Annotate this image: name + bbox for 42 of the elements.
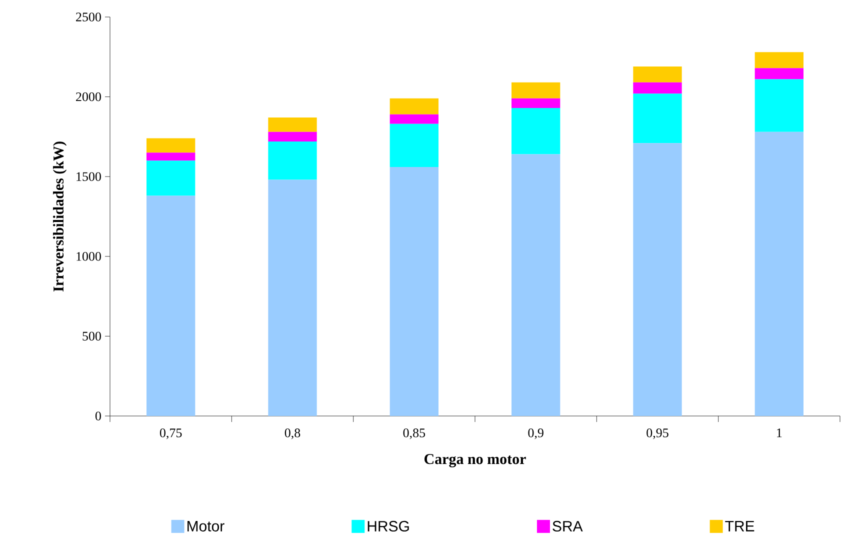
bar [512,108,560,154]
bar [390,98,438,114]
bar [146,160,196,196]
x-axis-title: Carga no motor [424,454,526,468]
legend-label: SRA [552,520,583,532]
bar [512,82,560,98]
bar [754,68,804,80]
y-tick-label: 0 [95,412,101,420]
bar [512,154,560,416]
bar [754,79,804,132]
bar [633,94,682,144]
bar [754,132,804,416]
bar [633,66,682,82]
bar [390,114,438,124]
bar [512,98,560,108]
y-tick-label: 500 [82,332,101,341]
x-tick-label: 0,9 [528,428,544,440]
bar [268,132,317,142]
bar [390,167,438,416]
x-tick-label: 0,85 [403,428,426,440]
bar [146,196,196,416]
y-tick-label: 1500 [76,172,101,181]
legend-label: HRSG [368,520,409,532]
bar [390,124,438,168]
y-axis-title: Irreversibilidades (kW) [53,142,67,292]
legend-label: TRE [725,521,754,532]
y-tick-label: 2500 [76,12,101,22]
bar [146,152,196,161]
legend-label: Motor [188,521,224,532]
bar [268,141,317,180]
bar [146,138,196,153]
bar [268,180,317,416]
x-tick-label: 0,75 [160,428,182,440]
x-tick-label: 0,95 [646,428,668,440]
x-tick-label: 1 [777,428,782,438]
y-tick-label: 2000 [76,92,101,102]
bar [754,52,804,68]
y-tick-label: 1000 [76,252,101,261]
bar [633,143,682,416]
bar [633,82,682,94]
x-tick-label: 0,8 [284,428,300,440]
bar [268,118,317,132]
